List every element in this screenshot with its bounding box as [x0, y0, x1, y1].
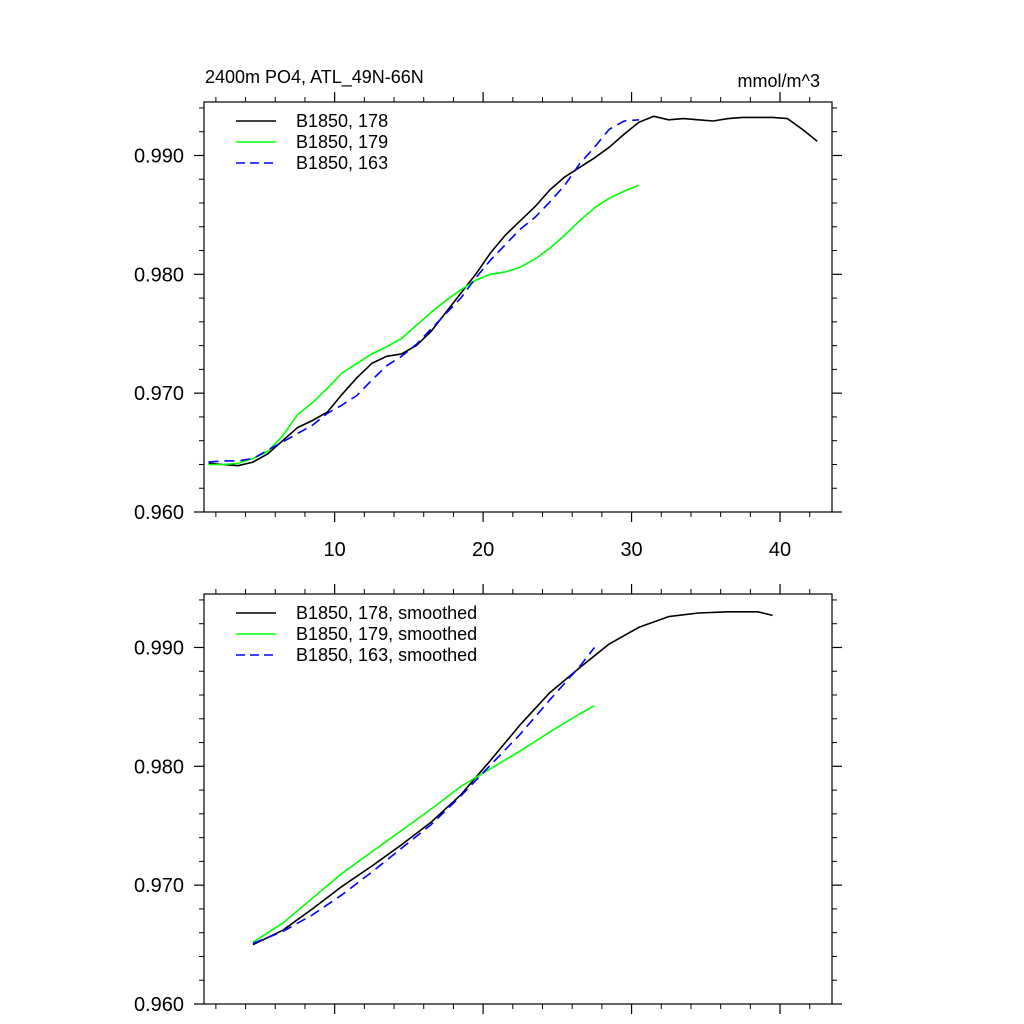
- top-series-line-b1850-178: [208, 115, 818, 467]
- bottom-series-layer: [252, 610, 773, 946]
- top-ytick-label: 0.970: [134, 383, 184, 405]
- top-plot-frame: [203, 101, 833, 513]
- bottom-series-line-b1850-178-smoothed: [252, 610, 773, 946]
- top-chart-panel: 2400m PO4, ATL_49N-66N mmol/m^3 0.9600.9…: [134, 67, 842, 561]
- legend-label-178-smoothed: B1850, 178, smoothed: [296, 603, 477, 623]
- top-tick-layer: 0.960 0.970 0.980 0.990 10 20 30 40: [134, 92, 842, 561]
- legend-label-163: B1850, 163: [296, 153, 388, 173]
- top-chart-units: mmol/m^3: [738, 71, 820, 91]
- top-ytick-label: 0.990: [134, 145, 184, 167]
- bottom-ytick-label: 0.980: [134, 756, 184, 778]
- top-series-line-b1850-179: [208, 184, 640, 466]
- bottom-ytick-label: 0.970: [134, 875, 184, 897]
- bottom-chart-panel: 0.960 0.970 0.980 0.990 B1850, 178, smoothe…: [134, 584, 842, 1016]
- top-series-layer: [208, 115, 818, 467]
- legend-label-178: B1850, 178: [296, 111, 388, 131]
- top-xtick-label: 30: [620, 539, 642, 561]
- top-xtick-label: 40: [769, 539, 791, 561]
- top-xtick-label: 10: [324, 539, 346, 561]
- top-chart-title: 2400m PO4, ATL_49N-66N: [205, 67, 424, 88]
- legend-label-179: B1850, 179: [296, 132, 388, 152]
- bottom-tick-layer: 0.960 0.970 0.980 0.990: [134, 584, 842, 1016]
- top-xtick-label: 20: [472, 539, 494, 561]
- bottom-ytick-label: 0.990: [134, 637, 184, 659]
- top-legend: B1850, 178 B1850, 179 B1850, 163: [236, 111, 388, 173]
- bottom-legend: B1850, 178, smoothed B1850, 179, smoothe…: [236, 603, 477, 665]
- top-ytick-label: 0.980: [134, 264, 184, 286]
- legend-label-163-smoothed: B1850, 163, smoothed: [296, 645, 477, 665]
- bottom-series-line-b1850-179-smoothed: [252, 705, 595, 943]
- top-ytick-label: 0.960: [134, 502, 184, 524]
- bottom-ytick-label: 0.960: [134, 994, 184, 1016]
- top-series-line-b1850-163: [208, 119, 640, 463]
- legend-label-179-smoothed: B1850, 179, smoothed: [296, 624, 477, 644]
- bottom-series-line-b1850-163-smoothed: [252, 647, 596, 945]
- bottom-plot-frame: [203, 593, 833, 1005]
